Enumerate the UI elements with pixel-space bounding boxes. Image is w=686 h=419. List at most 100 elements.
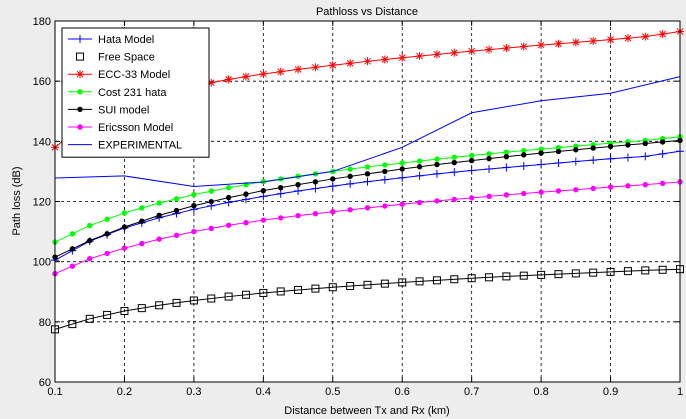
data-point [155, 301, 164, 310]
data-point [623, 34, 632, 43]
data-point [77, 124, 83, 130]
data-point [364, 171, 371, 177]
data-point [623, 153, 632, 162]
data-point [328, 182, 337, 191]
data-point [468, 195, 475, 201]
data-point [294, 65, 303, 74]
data-point [208, 188, 214, 194]
data-point [260, 217, 267, 223]
data-point [416, 158, 423, 164]
data-point [172, 298, 181, 307]
data-point [519, 162, 528, 171]
legend-label: Cost 231 hata [98, 87, 167, 99]
data-point [658, 30, 667, 39]
data-point [450, 48, 459, 57]
legend-label: Hata Model [98, 34, 154, 46]
data-point [642, 140, 648, 147]
data-point [156, 200, 162, 206]
data-point [328, 283, 337, 292]
data-point [295, 212, 301, 219]
data-point [191, 228, 197, 235]
data-point [468, 152, 475, 159]
y-tick-label: 160 [33, 76, 51, 88]
data-point [502, 163, 511, 172]
data-point [468, 157, 475, 164]
data-point [139, 218, 145, 224]
data-point [104, 250, 110, 257]
data-point [69, 263, 76, 269]
series-sui-model [52, 137, 683, 260]
y-tick-label: 80 [39, 317, 51, 329]
series-ericsson-model [52, 179, 683, 277]
data-point [191, 191, 197, 198]
data-point [382, 162, 388, 168]
data-point [87, 255, 93, 262]
data-point [277, 215, 284, 221]
data-point [432, 169, 441, 178]
chart-title: Pathloss vs Distance [316, 6, 418, 18]
data-point [311, 284, 320, 293]
data-point [87, 222, 93, 229]
x-tick-label: 1 [677, 386, 683, 398]
data-point [208, 225, 214, 232]
data-point [68, 320, 77, 329]
x-tick-label: 0.8 [533, 386, 548, 398]
data-point [467, 166, 476, 175]
data-point [87, 237, 93, 244]
series-line [54, 268, 681, 330]
data-point [276, 287, 285, 296]
data-point [503, 149, 510, 155]
data-point [224, 75, 233, 84]
data-point [658, 149, 667, 158]
data-point [77, 106, 83, 113]
data-point [485, 165, 494, 174]
data-point [225, 222, 232, 228]
legend-label: ECC-33 Model [98, 69, 170, 81]
y-tick-label: 120 [33, 197, 51, 209]
data-point [69, 231, 76, 237]
legend-item-cost231-hata: Cost 231 hata [68, 87, 167, 99]
series-experimental [54, 76, 681, 187]
data-point [347, 166, 353, 172]
x-tick-label: 0.5 [325, 386, 340, 398]
data-point [432, 50, 441, 59]
x-tick-label: 0.2 [117, 386, 132, 398]
data-point [434, 198, 440, 204]
legend-label: EXPERIMENTAL [98, 140, 182, 152]
data-point [521, 152, 527, 158]
data-point [451, 196, 458, 203]
x-tick-label: 0.4 [256, 386, 271, 398]
data-point [69, 246, 76, 252]
y-tick-label: 100 [33, 257, 51, 269]
data-point [399, 166, 405, 172]
data-point [398, 173, 407, 182]
data-point [589, 156, 598, 165]
data-point [502, 44, 511, 53]
data-point [330, 209, 336, 215]
data-point [312, 179, 319, 185]
data-point [311, 63, 320, 72]
x-tick-label: 0.3 [186, 386, 201, 398]
legend-box [61, 27, 210, 158]
legend-item-sui-model: SUI model [68, 104, 149, 116]
data-point [606, 35, 615, 44]
x-tick-label: 0.7 [464, 386, 479, 398]
data-point [364, 205, 371, 211]
data-point [415, 171, 424, 180]
x-tick-label: 0.1 [47, 386, 62, 398]
data-point [76, 70, 84, 79]
data-point [554, 39, 563, 48]
data-point [434, 161, 440, 168]
data-point [380, 175, 389, 184]
legend-item-experimental: EXPERIMENTAL [68, 140, 182, 152]
data-point [243, 220, 249, 226]
data-point [590, 145, 596, 151]
data-point [486, 155, 492, 162]
data-point [659, 139, 666, 145]
legend-item-hata-model: Hata Model [68, 34, 154, 46]
data-point [606, 154, 615, 163]
data-point [85, 314, 94, 323]
legend-item-free-space: Free Space [76, 52, 155, 64]
data-point [277, 184, 284, 191]
data-point [243, 191, 249, 197]
